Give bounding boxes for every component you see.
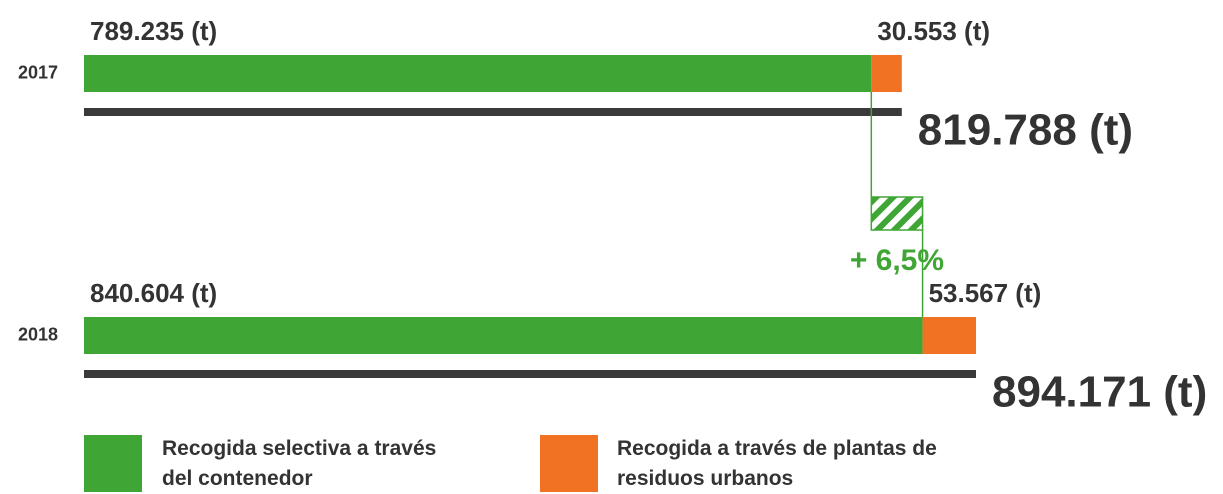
value-label: 53.567 (t) (929, 278, 1042, 308)
year-label: 2017 (18, 62, 58, 82)
total-label: 894.171 (t) (992, 368, 1207, 417)
year-label: 2018 (18, 324, 58, 344)
bar-segment (922, 317, 976, 354)
bar-segment (871, 55, 902, 92)
total-bar (84, 108, 902, 116)
total-label: 819.788 (t) (918, 106, 1133, 155)
legend-swatch (84, 435, 142, 492)
total-bar (84, 370, 976, 378)
bar-segment (84, 317, 923, 354)
value-label: 30.553 (t) (877, 16, 990, 46)
legend-label: Recogida a través de plantas de residuos… (617, 437, 937, 490)
change-hatch (870, 196, 924, 231)
legend-swatch (540, 435, 598, 492)
legend-label: Recogida selectiva a través del contened… (162, 437, 437, 490)
value-label: 789.235 (t) (90, 16, 217, 46)
value-label: 840.604 (t) (90, 278, 217, 308)
bar-segment (84, 55, 872, 92)
change-label: + 6,5% (850, 244, 944, 277)
